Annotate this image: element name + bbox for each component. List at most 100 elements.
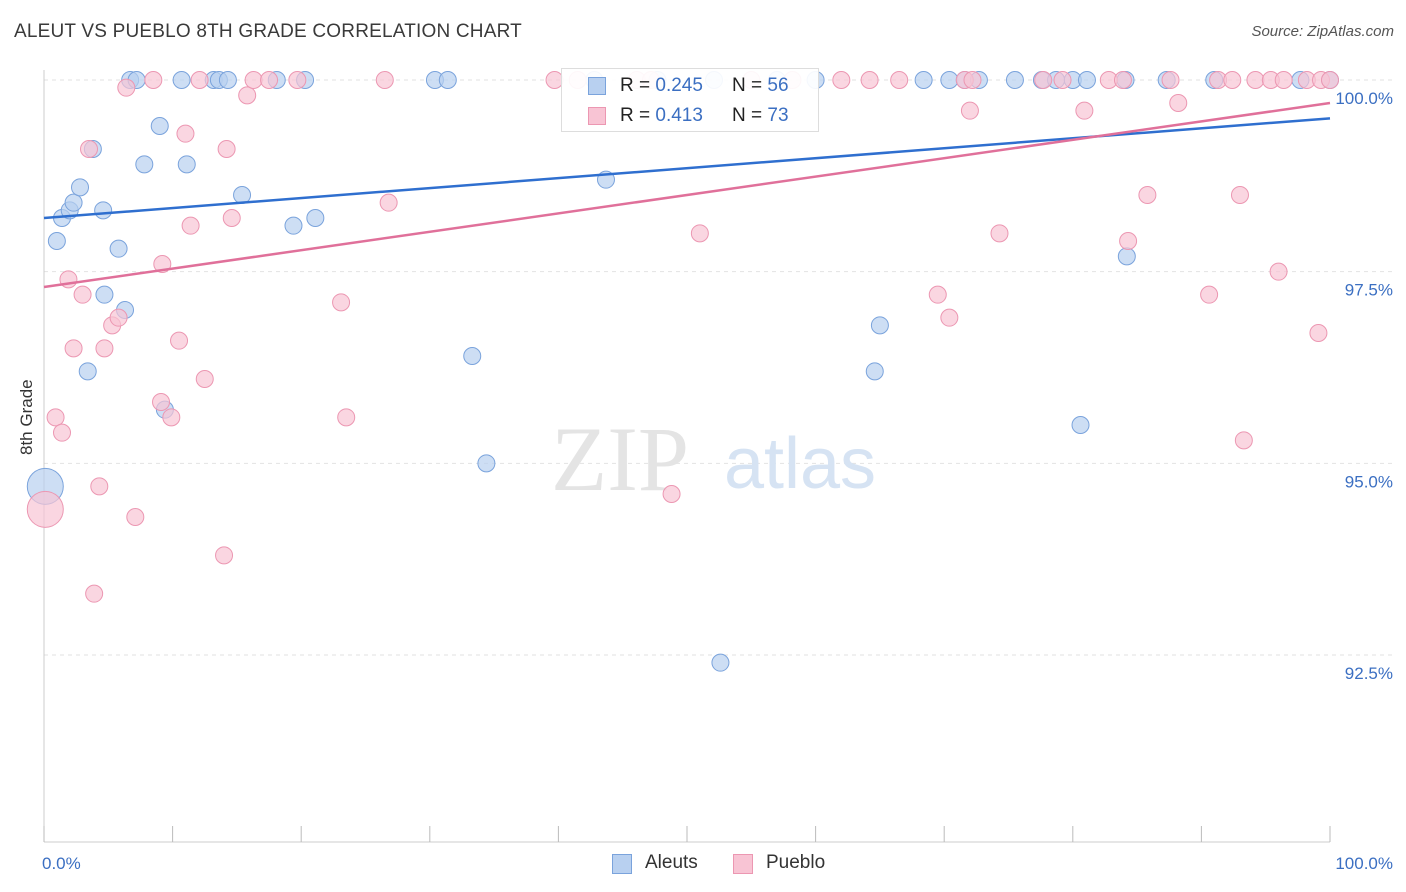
pueblo-point-59 bbox=[1230, 186, 1249, 204]
pueblo-point-7 bbox=[85, 584, 104, 603]
pueblo-point-8 bbox=[90, 477, 109, 496]
aleut-point-18 bbox=[177, 155, 196, 174]
x-tick-label-0: 0.0% bbox=[42, 854, 81, 873]
pueblo-point-14 bbox=[144, 71, 163, 89]
pueblo-point-69 bbox=[960, 101, 979, 120]
x-tick-label-1: 100.0% bbox=[1335, 854, 1393, 873]
aleut-point-21 bbox=[218, 71, 237, 89]
pueblo-point-63 bbox=[1274, 71, 1293, 89]
pueblo-point-46 bbox=[963, 71, 982, 89]
aleut-point-29 bbox=[463, 347, 482, 365]
pueblo-point-29 bbox=[288, 71, 307, 89]
pueblo-point-52 bbox=[1113, 71, 1132, 89]
pueblo-point-11 bbox=[109, 308, 128, 327]
pueblo-r-value: 0.413 bbox=[655, 105, 703, 126]
pueblo-r-label: R = bbox=[620, 105, 651, 126]
aleut-point-26 bbox=[306, 209, 325, 227]
aleut-point-32 bbox=[711, 653, 730, 672]
aleut-point-6 bbox=[78, 362, 97, 381]
pueblo-point-54 bbox=[1161, 71, 1180, 89]
aleuts-r-value: 0.245 bbox=[655, 75, 703, 96]
aleut-point-24 bbox=[284, 216, 303, 235]
pueblo-point-2 bbox=[53, 423, 72, 442]
aleut-point-8 bbox=[94, 201, 113, 220]
aleuts-n-value: 56 bbox=[767, 75, 789, 96]
axes bbox=[43, 70, 1331, 843]
pueblo-point-49 bbox=[1053, 71, 1072, 89]
aleut-point-46 bbox=[1077, 71, 1096, 89]
pueblo-point-25 bbox=[222, 209, 241, 227]
aleut-point-30 bbox=[477, 454, 496, 473]
pueblo-swatch bbox=[588, 107, 606, 125]
y-axis-title: 8th Grade bbox=[17, 379, 36, 455]
aleut-point-15 bbox=[150, 117, 169, 135]
pueblo-point-48 bbox=[1034, 71, 1053, 89]
pueblo-point-42 bbox=[890, 71, 909, 89]
aleut-point-41 bbox=[1005, 71, 1024, 89]
pueblo-point-27 bbox=[244, 71, 263, 89]
pueblo-point-38 bbox=[662, 485, 681, 503]
pueblo-point-1 bbox=[46, 408, 65, 427]
aleut-point-48 bbox=[1117, 247, 1136, 266]
pueblo-point-24 bbox=[217, 140, 236, 158]
watermark-atlas: atlas bbox=[724, 424, 876, 504]
chart-title: ALEUT VS PUEBLO 8TH GRADE CORRELATION CH… bbox=[14, 21, 522, 42]
pueblo-point-6 bbox=[80, 140, 99, 158]
pueblo-point-47 bbox=[990, 224, 1009, 243]
tick-labels: 92.5% 95.0% 97.5% 100.0% 0.0% 100.0% bbox=[42, 89, 1393, 873]
aleut-point-9 bbox=[95, 285, 114, 304]
bottom-aleuts-swatch bbox=[612, 854, 632, 874]
bottom-pueblo-label: Pueblo bbox=[766, 852, 826, 873]
pueblo-point-4 bbox=[64, 339, 83, 358]
aleut-point-5 bbox=[71, 178, 90, 197]
pueblo-point-53 bbox=[1119, 232, 1138, 250]
pueblo-point-41 bbox=[860, 71, 879, 89]
pueblo-point-55 bbox=[1169, 94, 1188, 112]
pueblo-point-5 bbox=[73, 285, 92, 304]
legend-row-pueblo: R = 0.413 N = 73 bbox=[562, 101, 818, 131]
aleut-point-17 bbox=[172, 71, 191, 89]
aleut-point-28 bbox=[438, 71, 457, 89]
pueblo-point-21 bbox=[190, 71, 209, 89]
aleut-point-38 bbox=[940, 71, 959, 89]
bottom-aleuts-label: Aleuts bbox=[645, 852, 698, 873]
pueblo-point-13 bbox=[126, 508, 145, 526]
aleut-point-1 bbox=[47, 232, 66, 250]
pueblo-point-20 bbox=[181, 216, 200, 235]
pueblo-point-12 bbox=[117, 78, 136, 97]
pueblo-point-58 bbox=[1223, 71, 1242, 89]
pueblo-point-22 bbox=[195, 370, 214, 388]
pueblo-point-9 bbox=[95, 339, 114, 358]
pueblo-point-33 bbox=[379, 193, 398, 212]
pueblo-point-60 bbox=[1234, 431, 1253, 450]
aleut-trend-line bbox=[43, 117, 1331, 220]
pueblo-point-66 bbox=[1309, 324, 1328, 342]
aleut-point-14 bbox=[135, 155, 154, 174]
pueblo-point-43 bbox=[928, 285, 947, 304]
pueblo-point-23 bbox=[215, 546, 234, 565]
pueblo-point-15 bbox=[152, 393, 171, 411]
aleut-point-37 bbox=[914, 71, 933, 89]
pueblo-n-value: 73 bbox=[767, 105, 789, 126]
pueblo-point-44 bbox=[940, 308, 959, 327]
zipatlas-watermark: ZIP atlas bbox=[551, 408, 876, 510]
pueblo-point-31 bbox=[337, 408, 356, 427]
legend-row-aleuts: R = 0.245 N = 56 bbox=[562, 71, 818, 101]
stats-legend: R = 0.245 N = 56 R = 0.413 N = 73 bbox=[561, 68, 819, 132]
pueblo-point-39 bbox=[690, 224, 709, 243]
pueblo-point-64 bbox=[1269, 262, 1288, 281]
aleuts-r-label: R = bbox=[620, 75, 651, 96]
trend-lines bbox=[43, 101, 1331, 289]
pueblo-point-19 bbox=[176, 124, 195, 143]
aleut-point-45 bbox=[1071, 416, 1090, 434]
pueblo-point-17 bbox=[162, 408, 181, 427]
pueblo-point-26 bbox=[238, 86, 257, 105]
pueblo-point-18 bbox=[170, 331, 189, 350]
pueblo-point-56 bbox=[1200, 285, 1219, 304]
pueblo-point-32 bbox=[375, 71, 394, 89]
pueblo-n-label: N = bbox=[732, 105, 763, 126]
aleut-point-35 bbox=[865, 362, 884, 381]
pueblo-point-0 bbox=[26, 490, 64, 528]
pueblo-point-28 bbox=[260, 71, 279, 89]
